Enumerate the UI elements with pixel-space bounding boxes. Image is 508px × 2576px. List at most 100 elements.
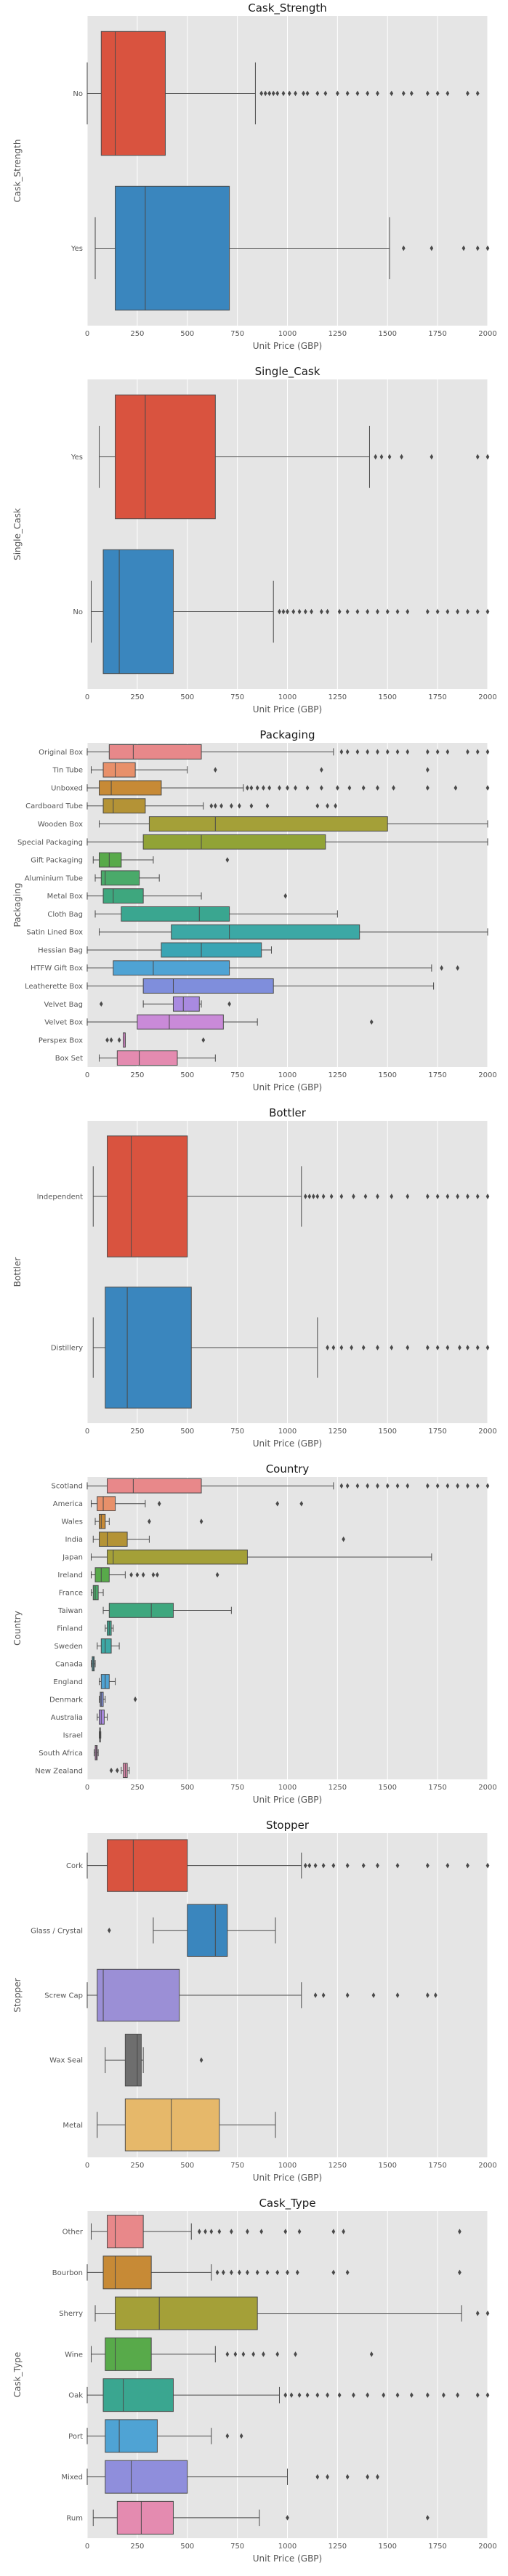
iqr-box bbox=[116, 2500, 174, 2535]
outlier-point bbox=[225, 2351, 230, 2357]
outlier-point bbox=[369, 2351, 374, 2357]
chart-title: Packaging bbox=[259, 728, 315, 741]
outlier-point bbox=[157, 1500, 161, 1507]
box-metal-box bbox=[86, 888, 288, 904]
outlier-point bbox=[209, 802, 214, 809]
iqr-box bbox=[187, 1904, 228, 1957]
outlier-point bbox=[435, 90, 440, 97]
outlier-point bbox=[313, 1992, 318, 1998]
iqr-box bbox=[102, 549, 174, 675]
iqr-box bbox=[99, 1531, 128, 1547]
box-unboxed bbox=[86, 780, 490, 796]
outlier-point bbox=[201, 1037, 206, 1043]
outlier-point bbox=[283, 893, 288, 899]
outlier-point bbox=[342, 2229, 345, 2234]
box-gift-packaging bbox=[92, 852, 230, 868]
chart-title: Bottler bbox=[269, 1106, 307, 1119]
outlier-point bbox=[390, 1345, 394, 1351]
outlier-point bbox=[406, 1194, 410, 1199]
x-tick-label: 2000 bbox=[478, 693, 496, 701]
outlier-point bbox=[425, 608, 430, 615]
outlier-point bbox=[366, 2474, 370, 2480]
y-axis-label: Cask_Type bbox=[12, 2352, 23, 2398]
x-tick-label: 1250 bbox=[328, 1784, 347, 1792]
outlier-point bbox=[371, 1992, 376, 1998]
iqr-box bbox=[105, 2460, 188, 2494]
outlier-point bbox=[435, 749, 440, 755]
x-axis-label: Unit Price (GBP) bbox=[253, 1438, 322, 1449]
outlier-point bbox=[115, 1767, 119, 1774]
box-sweden bbox=[97, 1638, 120, 1654]
outlier-point bbox=[225, 2433, 230, 2439]
outlier-point bbox=[475, 90, 480, 97]
outlier-point bbox=[319, 785, 323, 791]
box-rum bbox=[92, 2500, 430, 2535]
box-ireland bbox=[91, 1567, 219, 1582]
box-original-box bbox=[86, 744, 490, 760]
y-tick-label: England bbox=[53, 1678, 83, 1686]
outlier-point bbox=[445, 1345, 450, 1351]
outlier-point bbox=[485, 454, 490, 460]
outlier-point bbox=[458, 2269, 461, 2276]
y-tick-label: Israel bbox=[63, 1731, 83, 1739]
iqr-box bbox=[100, 31, 166, 156]
outlier-point bbox=[400, 454, 403, 460]
x-tick-label: 750 bbox=[230, 2162, 244, 2170]
outlier-point bbox=[283, 2229, 288, 2234]
outlier-point bbox=[345, 1483, 350, 1489]
y-tick-label: Velvet Box bbox=[44, 1019, 83, 1027]
outlier-point bbox=[425, 1862, 430, 1869]
outlier-point bbox=[217, 2229, 222, 2234]
outlier-point bbox=[289, 2392, 294, 2398]
iqr-box bbox=[115, 2296, 258, 2330]
iqr-box bbox=[121, 906, 230, 922]
outlier-point bbox=[262, 785, 265, 791]
outlier-point bbox=[239, 2433, 243, 2439]
y-tick-label: Tin Tube bbox=[52, 767, 83, 775]
outlier-point bbox=[209, 2229, 214, 2234]
y-axis-label: Single_Cask bbox=[12, 508, 23, 560]
iqr-box bbox=[100, 1638, 112, 1654]
y-axis-label: Packaging bbox=[12, 883, 23, 927]
outlier-point bbox=[230, 2269, 233, 2276]
x-tick-label: 1250 bbox=[328, 2543, 347, 2551]
x-tick-label: 750 bbox=[230, 2543, 244, 2551]
outlier-point bbox=[435, 608, 440, 615]
iqr-box bbox=[142, 834, 326, 850]
outlier-point bbox=[485, 749, 490, 755]
x-tick-label: 0 bbox=[85, 330, 89, 338]
box-cloth-bag bbox=[94, 906, 338, 922]
outlier-point bbox=[323, 90, 328, 97]
y-tick-label: Oak bbox=[68, 2392, 83, 2400]
outlier-point bbox=[361, 1345, 366, 1351]
outlier-point bbox=[395, 1862, 400, 1869]
box-taiwan bbox=[102, 1603, 232, 1618]
outlier-point bbox=[275, 2269, 280, 2276]
outlier-point bbox=[303, 1194, 307, 1199]
outlier-point bbox=[275, 1500, 280, 1507]
iqr-box bbox=[102, 762, 136, 778]
outlier-point bbox=[406, 1345, 410, 1351]
outlier-point bbox=[466, 608, 469, 615]
box-perspex-box bbox=[105, 1032, 206, 1048]
outlier-point bbox=[379, 454, 384, 460]
y-tick-label: Independent bbox=[37, 1194, 83, 1202]
x-tick-label: 500 bbox=[180, 330, 194, 338]
outlier-point bbox=[425, 90, 430, 97]
y-tick-label: Wales bbox=[61, 1518, 83, 1526]
x-axis-label: Unit Price (GBP) bbox=[253, 2553, 322, 2564]
x-tick-label: 500 bbox=[180, 693, 194, 701]
y-tick-label: Finland bbox=[57, 1625, 83, 1633]
outlier-point bbox=[281, 90, 286, 97]
outlier-point bbox=[466, 749, 469, 755]
x-axis-label: Unit Price (GBP) bbox=[253, 2173, 322, 2183]
outlier-point bbox=[485, 1483, 490, 1489]
outlier-point bbox=[366, 2392, 370, 2398]
x-tick-label: 0 bbox=[85, 2543, 89, 2551]
iqr-box bbox=[97, 1968, 180, 2022]
y-tick-label: Wooden Box bbox=[38, 821, 83, 829]
outlier-point bbox=[238, 802, 241, 809]
box-htfw-gift-box bbox=[86, 960, 460, 976]
outlier-point bbox=[315, 2392, 320, 2398]
outlier-point bbox=[430, 454, 434, 460]
